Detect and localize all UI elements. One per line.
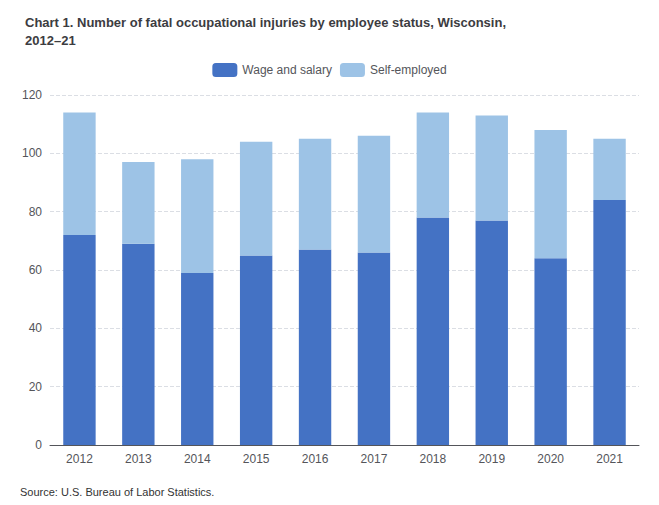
- svg-text:Self-employed: Self-employed: [370, 63, 447, 77]
- svg-text:60: 60: [29, 263, 43, 277]
- svg-text:2012: 2012: [66, 452, 93, 466]
- svg-text:2012–21: 2012–21: [25, 33, 76, 48]
- svg-text:2013: 2013: [125, 452, 152, 466]
- svg-text:120: 120: [22, 88, 42, 102]
- svg-text:Source: U.S. Bureau of Labor S: Source: U.S. Bureau of Labor Statistics.: [20, 486, 214, 498]
- svg-text:2021: 2021: [596, 452, 623, 466]
- svg-text:2020: 2020: [537, 452, 564, 466]
- svg-text:Chart 1. Number of fatal occup: Chart 1. Number of fatal occupational in…: [25, 15, 506, 30]
- svg-text:40: 40: [29, 321, 43, 335]
- svg-text:20: 20: [29, 380, 43, 394]
- svg-text:2014: 2014: [184, 452, 211, 466]
- svg-text:0: 0: [35, 438, 42, 452]
- svg-text:2019: 2019: [478, 452, 505, 466]
- svg-text:80: 80: [29, 205, 43, 219]
- svg-text:2018: 2018: [419, 452, 446, 466]
- svg-text:Wage and salary: Wage and salary: [242, 63, 332, 77]
- svg-text:100: 100: [22, 146, 42, 160]
- svg-text:2015: 2015: [243, 452, 270, 466]
- svg-text:2016: 2016: [302, 452, 329, 466]
- svg-text:2017: 2017: [361, 452, 388, 466]
